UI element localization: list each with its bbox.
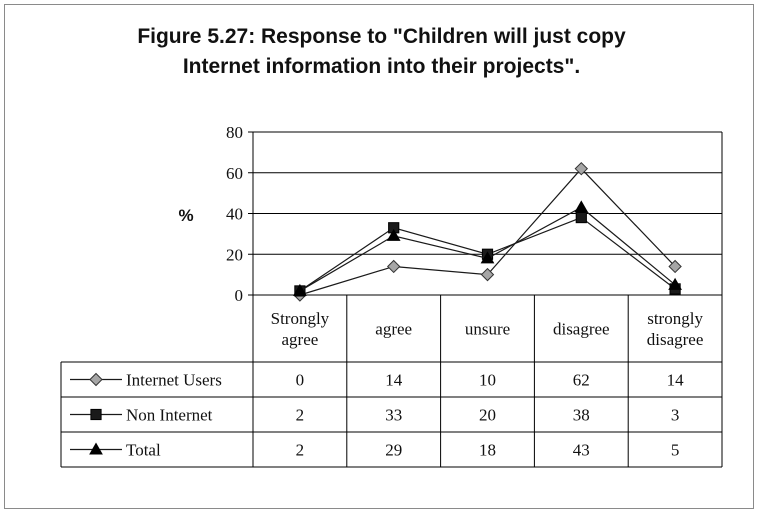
diamond-marker (89, 372, 103, 387)
legend-key-square (70, 408, 122, 421)
x-tick-label: disagree (553, 320, 610, 339)
data-label: 2 (296, 441, 305, 460)
y-tick-label: 60 (226, 164, 243, 183)
data-label: 43 (573, 441, 590, 460)
data-label: 29 (385, 441, 402, 460)
data-label: 10 (479, 371, 496, 390)
data-label: 62 (573, 371, 590, 390)
series-lines (293, 161, 682, 302)
chart-frame (4, 4, 754, 509)
axes (248, 131, 723, 296)
data-table: Strongly agree agree unsure disagree strongly… (60, 295, 723, 468)
gridlines (253, 131, 722, 255)
y-tick-labels: 0 20 40 60 80 (226, 123, 243, 305)
legend-key-triangle (70, 442, 122, 455)
data-point (668, 277, 682, 290)
square-marker (90, 408, 102, 421)
chart-title: Figure 5.27: Response to "Children will … (0, 22, 763, 82)
data-point (386, 259, 401, 274)
data-label: 2 (296, 406, 305, 425)
data-point (574, 200, 589, 213)
legend-entry: Internet Users (126, 371, 222, 390)
legend-entry: Non Internet (126, 406, 213, 425)
series-total (293, 200, 682, 296)
chart-title-line-2: Internet information into their projects… (182, 55, 581, 78)
data-point (575, 211, 587, 224)
data-label: 0 (296, 371, 305, 390)
y-tick-label: 20 (226, 245, 243, 264)
y-tick-label: 40 (226, 205, 243, 224)
data-label: 38 (573, 406, 590, 425)
data-point (386, 228, 401, 241)
triangle-marker (89, 442, 103, 455)
x-tick-label: unsure (465, 320, 510, 339)
data-label: 20 (479, 406, 496, 425)
y-axis-label: % (178, 206, 193, 225)
x-tick-label: strongly disagree (647, 309, 704, 349)
data-label: 18 (479, 441, 496, 460)
data-point (480, 251, 495, 264)
data-label: 3 (671, 406, 680, 425)
x-tick-label: agree (375, 320, 412, 339)
data-point (574, 161, 589, 176)
data-label: 14 (385, 371, 403, 390)
data-point (668, 259, 682, 274)
legend-entry: Total (126, 441, 161, 460)
data-point (293, 283, 307, 296)
data-point (480, 267, 495, 282)
legend-key-diamond (70, 372, 122, 387)
data-label: 33 (385, 406, 402, 425)
y-tick-label: 0 (235, 286, 244, 305)
y-tick-label: 80 (226, 123, 243, 142)
data-label: 14 (667, 371, 685, 390)
x-tick-label: Strongly agree (271, 309, 330, 349)
chart-title-line-1: Figure 5.27: Response to "Children will … (137, 25, 626, 48)
data-label: 5 (671, 441, 680, 460)
series-internet-users (293, 161, 682, 302)
